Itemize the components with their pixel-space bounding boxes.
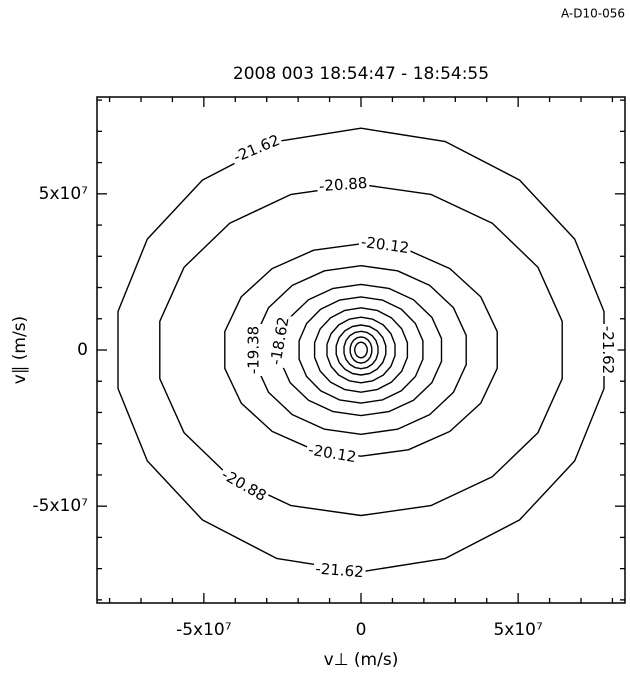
contour-line bbox=[159, 183, 563, 517]
contour-line bbox=[117, 127, 605, 573]
contour-label-bg bbox=[228, 129, 285, 169]
contour-line bbox=[326, 316, 396, 384]
contour-line bbox=[224, 243, 498, 457]
y-axis-label: v∥ (m/s) bbox=[10, 316, 30, 384]
x-axis-label: v⊥ (m/s) bbox=[324, 650, 399, 670]
contour-label: -20.12 bbox=[307, 441, 358, 467]
contour-label-bg bbox=[597, 324, 618, 376]
y-tick-label: 5x10⁷ bbox=[39, 184, 89, 204]
plot-frame bbox=[96, 96, 626, 604]
contour-line bbox=[279, 283, 443, 417]
contour-label: -21.62 bbox=[599, 326, 617, 374]
contour-label: -19.38 bbox=[245, 326, 263, 374]
x-tick-label: -5x10⁷ bbox=[176, 620, 232, 640]
contour-label-bg bbox=[265, 313, 295, 369]
contour-line bbox=[313, 307, 409, 393]
contour-label: -20.88 bbox=[318, 174, 368, 195]
y-tick-label: 0 bbox=[77, 340, 88, 360]
contour-label-bg bbox=[316, 173, 370, 197]
chart-title: 2008 003 18:54:47 - 18:54:55 bbox=[233, 64, 489, 84]
contour-label: -18.62 bbox=[267, 315, 293, 366]
contour-label-bg bbox=[216, 464, 272, 508]
contour-line bbox=[354, 341, 368, 359]
contour-label-bg bbox=[304, 439, 360, 468]
y-tick-label: -5x10⁷ bbox=[33, 496, 89, 516]
contour-label: -20.12 bbox=[360, 233, 410, 257]
contour-label-bg bbox=[357, 232, 413, 259]
contour-line bbox=[298, 296, 424, 404]
contour-line bbox=[349, 336, 373, 364]
x-tick-label: 0 bbox=[356, 620, 367, 640]
x-tick-label: 5x10⁷ bbox=[493, 620, 543, 640]
contour-line bbox=[335, 324, 387, 376]
contour-label-bg bbox=[312, 558, 367, 583]
contour-line bbox=[343, 330, 379, 370]
contour-label-bg bbox=[244, 324, 265, 376]
contour-label: -21.62 bbox=[315, 560, 365, 582]
figure-id: A-D10-056 bbox=[561, 7, 625, 21]
contour-label: -20.88 bbox=[219, 465, 270, 505]
contour-label: -21.62 bbox=[231, 131, 283, 166]
